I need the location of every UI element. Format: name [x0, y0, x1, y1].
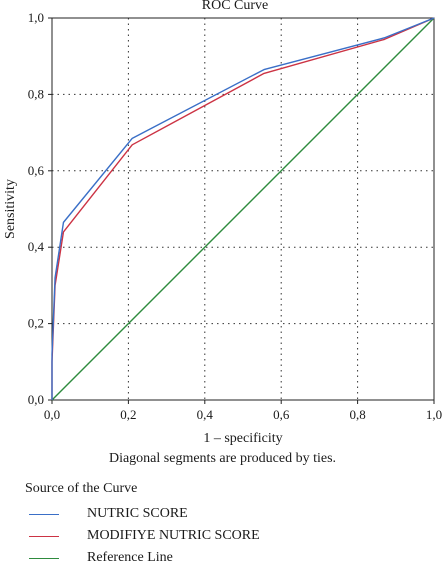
- y-tick-label: 0,8: [28, 86, 44, 101]
- legend-swatch: [29, 557, 59, 559]
- legend-item: Reference Line: [25, 547, 260, 569]
- y-tick-label: 0,0: [28, 392, 44, 407]
- x-tick-label: 0,4: [197, 407, 214, 422]
- x-tick-label: 1,0: [426, 407, 442, 422]
- y-tick-label: 0,6: [28, 163, 45, 178]
- series-line-nutric-score: [51, 17, 435, 400]
- chart-title: ROC Curve: [202, 0, 269, 13]
- legend: Source of the Curve NUTRIC SCORE MODIFIYE…: [25, 481, 260, 569]
- x-tick-label: 0,8: [349, 407, 365, 422]
- legend-title: Source of the Curve: [25, 481, 138, 496]
- y-tick-label: 0,4: [28, 239, 45, 254]
- series-line-reference-line: [51, 17, 435, 401]
- legend-label: NUTRIC SCORE: [87, 506, 188, 521]
- x-axis-title: 1 – specificity: [203, 431, 282, 446]
- legend-label: Reference Line: [87, 550, 173, 565]
- y-tick-label: 1,0: [28, 10, 44, 25]
- legend-item: MODIFIYE NUTRIC SCORE: [25, 525, 260, 547]
- x-tick-label: 0,0: [44, 407, 60, 422]
- legend-label: MODIFIYE NUTRIC SCORE: [87, 528, 260, 543]
- chart-note: Diagonal segments are produced by ties.: [108, 451, 337, 466]
- y-tick-label: 0,2: [28, 316, 44, 331]
- legend-item: NUTRIC SCORE: [25, 503, 260, 525]
- roc-chart: 0,0 0,2 0,4 0,6 0,8 1,0 0,0 0,2 0,4 0,6 0,8 1,0 1 – …: [3, 0, 442, 446]
- legend-swatch: [29, 535, 59, 537]
- legend-items: NUTRIC SCORE MODIFIYE NUTRIC SCORE Referen…: [25, 503, 260, 569]
- x-tick-label: 0,6: [273, 407, 290, 422]
- y-axis-title: Sensitivity: [3, 179, 18, 239]
- legend-swatch: [29, 513, 59, 515]
- x-tick-label: 0,2: [120, 407, 136, 422]
- plot-frame: [51, 17, 435, 401]
